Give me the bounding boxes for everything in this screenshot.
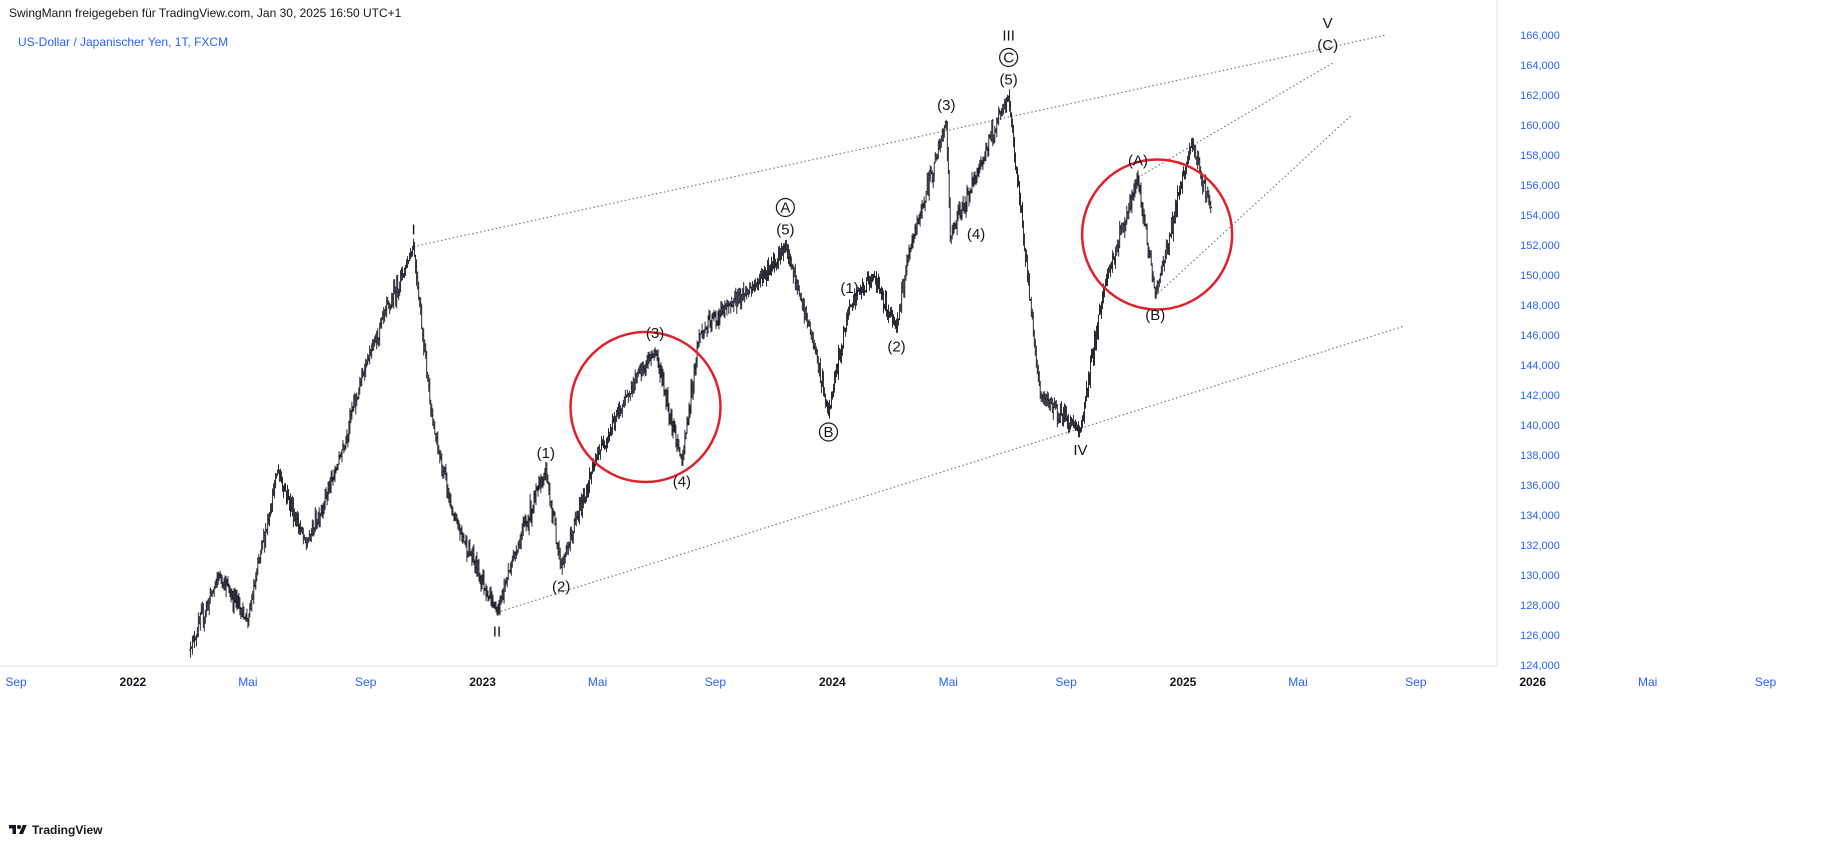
price-bar (340, 449, 344, 463)
x-tick-label: Mai (939, 675, 958, 689)
wave-label-ring (818, 422, 839, 442)
wave-label: (2) (552, 579, 570, 596)
y-tick-label: 152,000 (1520, 240, 1560, 252)
y-tick-label: 136,000 (1520, 480, 1560, 492)
wave-label: (5) (999, 72, 1017, 89)
y-tick-label: 144,000 (1520, 360, 1560, 372)
y-tick-label: 146,000 (1520, 330, 1560, 342)
highlight-circle (1080, 158, 1234, 311)
wave-label: (5) (776, 222, 794, 239)
y-tick-label: 158,000 (1520, 150, 1560, 162)
price-bar (882, 290, 885, 314)
y-tick-label: 162,000 (1520, 90, 1560, 102)
y-tick-label: 132,000 (1520, 540, 1560, 552)
wave-label: IV (1073, 442, 1087, 459)
wave-label: I (412, 222, 416, 239)
price-bar (465, 535, 469, 562)
trendline (1154, 115, 1352, 297)
wave-label: (B) (1145, 307, 1165, 324)
x-tick-label: Sep (355, 675, 377, 689)
x-tick-label: 2025 (1170, 675, 1197, 689)
wave-label: (1) (537, 445, 555, 462)
y-tick-label: 148,000 (1520, 300, 1560, 312)
x-tick-label: Mai (1288, 675, 1307, 689)
y-tick-label: 128,000 (1520, 600, 1560, 612)
y-tick-label: 142,000 (1520, 390, 1560, 402)
wave-label: (3) (937, 97, 955, 114)
y-tick-label: 140,000 (1520, 420, 1560, 432)
wave-label-ring (775, 197, 795, 218)
tradingview-logo-icon (9, 825, 27, 834)
x-tick-label: Mai (588, 675, 607, 689)
candles (189, 89, 1212, 658)
wave-label-ring (999, 47, 1019, 68)
x-tick-label: Mai (238, 675, 257, 689)
x-tick-label: 2024 (819, 675, 846, 689)
tradingview-brand[interactable]: TradingView (8, 823, 102, 837)
price-bar (189, 641, 192, 658)
y-tick-label: 130,000 (1520, 570, 1560, 582)
y-tick-label: 160,000 (1520, 120, 1560, 132)
wave-label: II (493, 624, 501, 641)
wave-label: III (1002, 28, 1015, 45)
publisher-caption: SwingMann freigegeben für TradingView.co… (9, 6, 402, 20)
wave-label: (4) (673, 474, 691, 491)
y-tick-label: 124,000 (1520, 660, 1560, 672)
x-tick-label: Sep (1405, 675, 1427, 689)
symbol-label[interactable]: US-Dollar / Japanischer Yen, 1T, FXCM (18, 35, 229, 49)
brand-label: TradingView (32, 823, 103, 837)
y-tick-label: 166,000 (1520, 30, 1560, 42)
y-tick-label: 138,000 (1520, 450, 1560, 462)
x-tick-label: Mai (1638, 675, 1657, 689)
y-tick-label: 164,000 (1520, 60, 1560, 72)
x-tick-label: Sep (705, 675, 727, 689)
wave-label: A (780, 200, 790, 217)
wave-label: (4) (967, 226, 985, 243)
x-tick-label: 2023 (469, 675, 496, 689)
y-tick-label: 126,000 (1520, 630, 1560, 642)
y-tick-label: 150,000 (1520, 270, 1560, 282)
y-tick-label: 154,000 (1520, 210, 1560, 222)
trendline (496, 325, 1405, 614)
highlight-circle (569, 330, 722, 484)
wave-label: (3) (646, 325, 664, 342)
x-tick-label: 2026 (1519, 675, 1546, 689)
price-bar (1209, 201, 1212, 214)
trendline (413, 34, 1387, 248)
y-tick-label: 156,000 (1520, 180, 1560, 192)
x-tick-label: Sep (1755, 675, 1777, 689)
wave-label: C (1003, 50, 1014, 67)
wave-label: (C) (1317, 37, 1338, 54)
wave-label: (2) (887, 339, 905, 356)
wave-label: (1) (840, 280, 858, 297)
wave-label: (A) (1128, 153, 1148, 170)
x-tick-label: Sep (5, 675, 27, 689)
x-tick-label: 2022 (120, 675, 147, 689)
wave-label: B (823, 424, 833, 441)
wave-label: V (1323, 15, 1333, 32)
x-tick-label: Sep (1055, 675, 1077, 689)
y-tick-label: 134,000 (1520, 510, 1560, 522)
